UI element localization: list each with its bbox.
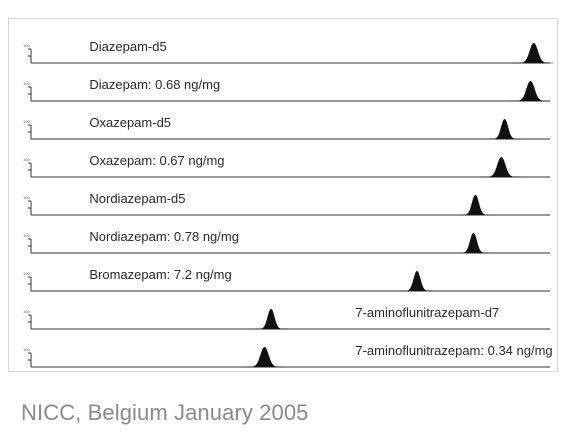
trace-label: 7-aminoflunitrazepam-d7 [355,305,499,320]
trace-y-max-label: 100 [23,233,30,238]
trace-y-max-label: 100 [23,81,30,86]
trace-peak [400,270,434,292]
trace-label: Oxazepam-d5 [89,115,171,130]
trace-peak [457,232,490,254]
trace-y-ticks [28,352,31,361]
chromatogram-figure: 100 Diazepam-d5 100 Diazepam: 0.68 ng/mg 100… [8,18,558,372]
trace-y-ticks [28,162,31,171]
trace-peak [488,118,521,140]
trace-label: Diazepam-d5 [89,39,166,54]
trace-label: Oxazepam: 0.67 ng/mg [89,153,224,168]
trace-y-max-label: 100 [23,309,30,314]
trace-y-ticks [28,48,31,57]
trace-peak [254,308,288,330]
trace-y-max-label: 100 [23,347,30,352]
trace-y-ticks [28,314,31,323]
trace-y-ticks [28,200,31,209]
chromatogram-chart: 100 Diazepam-d5 100 Diazepam: 0.68 ng/mg 100… [23,39,554,368]
trace-y-ticks [28,238,31,247]
trace-peak [245,346,285,368]
trace-label: Bromazepam: 7.2 ng/mg [89,267,231,282]
trace-label: Nordiazepam: 0.78 ng/mg [89,229,239,244]
trace-y-max-label: 100 [23,195,30,200]
trace-y-max-label: 100 [23,43,30,48]
figure-caption: NICC, Belgium January 2005 [21,400,309,425]
trace-y-max-label: 100 [23,157,30,162]
trace-y-ticks [28,86,31,95]
trace-y-ticks [28,276,31,285]
trace-label: Nordiazepam-d5 [89,191,185,206]
trace-label: 7-aminoflunitrazepam: 0.34 ng/mg [355,343,552,358]
trace-peak [459,194,492,216]
trace-label: Diazepam: 0.68 ng/mg [89,77,220,92]
trace-peak [511,80,550,102]
trace-y-ticks [28,124,31,133]
trace-peak [481,156,521,178]
trace-peak [514,42,554,64]
trace-y-max-label: 100 [23,271,30,276]
trace-y-max-label: 100 [23,119,30,124]
